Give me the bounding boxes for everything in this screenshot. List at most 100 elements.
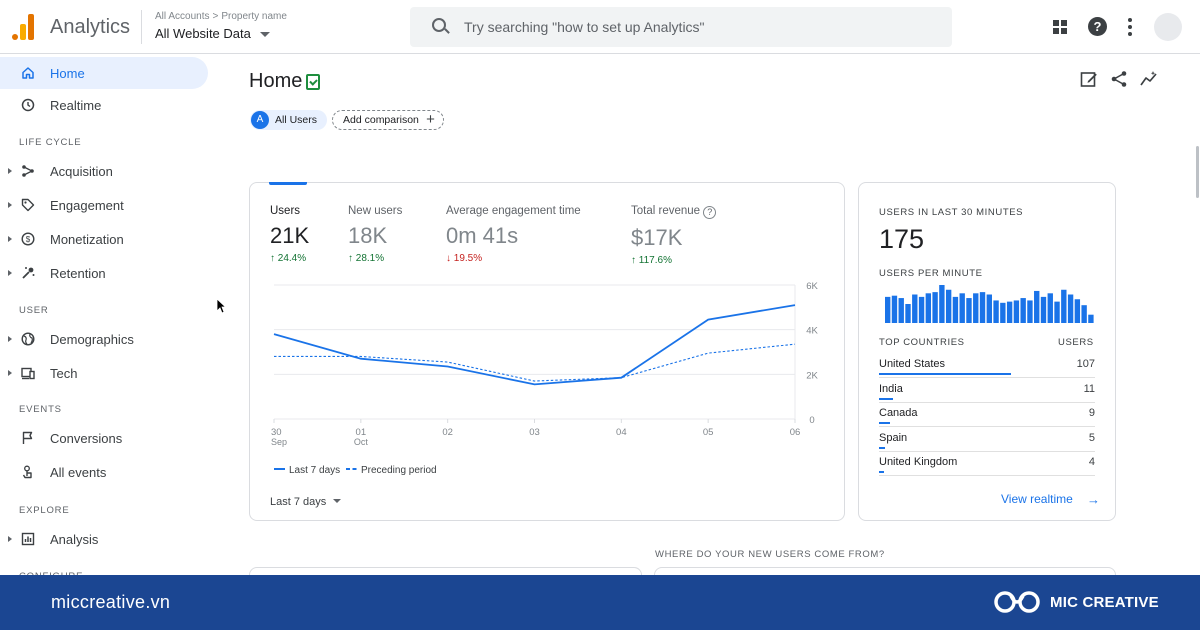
expand-arrow-icon[interactable]: [8, 336, 12, 342]
avatar[interactable]: [1154, 13, 1182, 41]
share-icon[interactable]: [1110, 70, 1128, 88]
country-users: 107: [1076, 358, 1095, 370]
metric-tab-users[interactable]: Users 21K ↑ 24.4%: [270, 205, 309, 264]
page-title: Home: [249, 70, 303, 92]
expand-arrow-icon[interactable]: [8, 270, 12, 276]
customize-report-icon[interactable]: [1080, 70, 1098, 88]
segment-chip-all-users[interactable]: All Users: [250, 110, 328, 130]
minute-bar: [918, 296, 925, 323]
sidebar: Home Realtime LIFE CYCLE Acquisition Eng…: [0, 54, 215, 582]
country-users: 9: [1088, 407, 1095, 419]
sidebar-item-engagement[interactable]: Engagement: [0, 189, 208, 221]
metric-tab-total-revenue[interactable]: Total revenue ? $17K ↑ 117.6%: [631, 205, 717, 266]
top-bar: Analytics All Accounts > Property name All…: [0, 0, 1200, 54]
x-tick-label: 04: [616, 427, 627, 438]
help-icon[interactable]: ?: [1088, 17, 1107, 36]
x-tick-label: 06: [790, 427, 801, 438]
country-users: 11: [1083, 382, 1095, 395]
view-realtime-link[interactable]: View realtime: [1001, 492, 1073, 506]
country-row[interactable]: Canada 9: [879, 403, 1095, 427]
crumb-all-accounts[interactable]: All Accounts: [155, 11, 210, 22]
more-vert-icon[interactable]: [1128, 18, 1132, 36]
expand-arrow-icon[interactable]: [8, 370, 12, 376]
country-row[interactable]: United Kingdom 4: [879, 452, 1095, 476]
minute-bar: [905, 304, 911, 323]
sidebar-item-all-events[interactable]: All events: [0, 456, 208, 488]
x-tick-label: 05: [703, 427, 714, 438]
sidebar-item-label: Conversions: [50, 431, 123, 446]
analytics-logo-icon[interactable]: [12, 14, 34, 40]
arrow-right-icon[interactable]: →: [1087, 492, 1100, 507]
country-name: United Kingdom: [879, 456, 958, 468]
country-share-bar: [879, 373, 1011, 375]
acquisition-icon: [22, 165, 34, 177]
minute-bar: [1034, 290, 1040, 323]
date-range-selector[interactable]: Last 7 days: [270, 496, 342, 508]
search-input[interactable]: [464, 17, 934, 37]
sidebar-item-label: Demographics: [50, 332, 134, 347]
x-tick-label: 03: [529, 427, 540, 438]
account-breadcrumb[interactable]: All Accounts > Property name: [155, 11, 287, 22]
minute-bar: [1027, 300, 1033, 323]
minute-bar: [1013, 300, 1020, 323]
expand-arrow-icon[interactable]: [8, 536, 12, 542]
country-share-bar: [879, 446, 886, 449]
report-check-icon[interactable]: [306, 74, 320, 90]
section-label-explore: EXPLORE: [19, 505, 70, 516]
metric-value: 0m 41s: [446, 223, 519, 248]
col-top-countries: TOP COUNTRIES: [879, 337, 965, 348]
sidebar-item-analysis[interactable]: Analysis: [0, 523, 208, 555]
metric-tab-new-users[interactable]: New users 18K ↑ 28.1%: [348, 205, 402, 264]
apps-grid-icon[interactable]: [1053, 20, 1067, 34]
country-row[interactable]: United States 107: [879, 354, 1095, 378]
banner-site: miccreative.vn: [51, 592, 171, 612]
sidebar-item-label: Acquisition: [50, 164, 113, 179]
mic-creative-logo-icon: [994, 591, 1040, 613]
sidebar-item-demographics[interactable]: Demographics: [0, 323, 208, 355]
sidebar-item-conversions[interactable]: Conversions: [0, 422, 208, 454]
crumb-property[interactable]: Property name: [221, 11, 287, 22]
sidebar-item-realtime[interactable]: Realtime: [0, 89, 208, 121]
users-per-minute-chart: [885, 285, 1094, 323]
chevron-right-icon: >: [212, 11, 219, 22]
metric-value: 21K: [270, 223, 310, 248]
add-comparison-button[interactable]: Add comparison +: [332, 110, 444, 130]
scrollbar[interactable]: [1196, 146, 1199, 198]
account-selector[interactable]: All Website Data: [155, 26, 251, 41]
minute-bar: [1067, 294, 1074, 323]
banner-brand: MIC CREATIVE: [1050, 594, 1159, 611]
expand-arrow-icon[interactable]: [8, 168, 12, 174]
sidebar-item-acquisition[interactable]: Acquisition: [0, 155, 208, 187]
retention-icon: [22, 267, 35, 279]
minute-bar: [891, 295, 898, 323]
country-share-bar: [879, 422, 891, 424]
arrow-up-icon: ↑: [348, 253, 353, 264]
insights-icon[interactable]: [1140, 70, 1158, 88]
country-name: Canada: [879, 407, 918, 419]
metric-value: 18K: [348, 223, 388, 248]
metric-delta: ↑ 24.4%: [270, 253, 307, 264]
plus-icon: +: [426, 111, 435, 128]
globe-icon: [21, 332, 35, 346]
sidebar-item-label: All events: [50, 465, 107, 480]
country-row[interactable]: India 11: [879, 379, 1095, 403]
x-tick-label: 02: [442, 427, 453, 438]
sidebar-item-monetization[interactable]: $ Monetization: [0, 223, 208, 255]
minute-bar: [1006, 301, 1013, 323]
country-row[interactable]: Spain 5: [879, 428, 1095, 452]
caret-down-icon[interactable]: [260, 32, 270, 37]
section-label-events: EVENTS: [19, 404, 62, 415]
minute-bar: [1040, 296, 1047, 323]
minute-bar: [1081, 305, 1087, 323]
expand-arrow-icon[interactable]: [8, 202, 12, 208]
section-label-user: USER: [19, 305, 49, 316]
metric-tab-engagement-time[interactable]: Average engagement time 0m 41s ↓ 19.5%: [446, 205, 581, 264]
sidebar-item-retention[interactable]: Retention: [0, 257, 208, 289]
minute-bar: [993, 300, 999, 323]
x-tick-sublabel: Sep: [271, 437, 287, 447]
sidebar-item-tech[interactable]: Tech: [0, 357, 208, 389]
expand-arrow-icon[interactable]: [8, 236, 12, 242]
sidebar-item-home[interactable]: Home: [0, 57, 208, 89]
col-users: USERS: [1058, 337, 1094, 348]
